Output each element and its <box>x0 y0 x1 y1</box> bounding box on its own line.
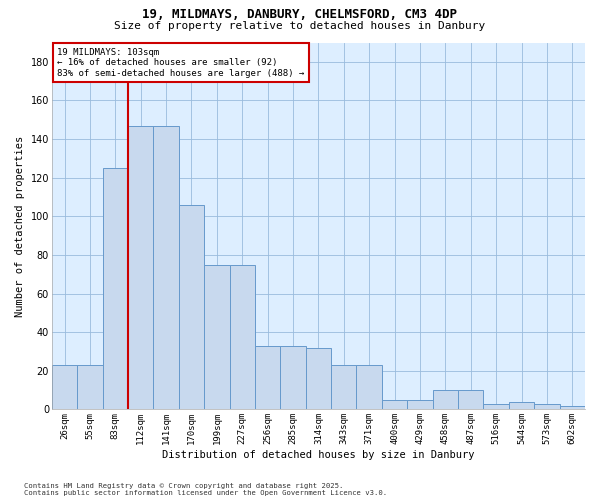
Bar <box>433 390 458 409</box>
Bar <box>484 404 509 409</box>
Bar <box>560 406 585 409</box>
Bar <box>204 264 230 410</box>
Bar <box>154 126 179 410</box>
Bar <box>77 365 103 410</box>
Text: 19 MILDMAYS: 103sqm
← 16% of detached houses are smaller (92)
83% of semi-detach: 19 MILDMAYS: 103sqm ← 16% of detached ho… <box>57 48 304 78</box>
Bar <box>280 346 306 410</box>
X-axis label: Distribution of detached houses by size in Danbury: Distribution of detached houses by size … <box>162 450 475 460</box>
Bar <box>509 402 534 409</box>
Text: 19, MILDMAYS, DANBURY, CHELMSFORD, CM3 4DP: 19, MILDMAYS, DANBURY, CHELMSFORD, CM3 4… <box>143 8 458 20</box>
Bar <box>331 365 356 410</box>
Bar <box>306 348 331 410</box>
Bar <box>52 365 77 410</box>
Y-axis label: Number of detached properties: Number of detached properties <box>15 136 25 316</box>
Bar <box>534 404 560 409</box>
Bar <box>382 400 407 409</box>
Bar <box>103 168 128 410</box>
Bar <box>179 204 204 410</box>
Bar <box>356 365 382 410</box>
Bar <box>407 400 433 409</box>
Text: Size of property relative to detached houses in Danbury: Size of property relative to detached ho… <box>115 21 485 31</box>
Bar <box>458 390 484 409</box>
Bar <box>230 264 255 410</box>
Bar <box>128 126 154 410</box>
Text: Contains HM Land Registry data © Crown copyright and database right 2025.
Contai: Contains HM Land Registry data © Crown c… <box>24 483 387 496</box>
Bar <box>255 346 280 410</box>
